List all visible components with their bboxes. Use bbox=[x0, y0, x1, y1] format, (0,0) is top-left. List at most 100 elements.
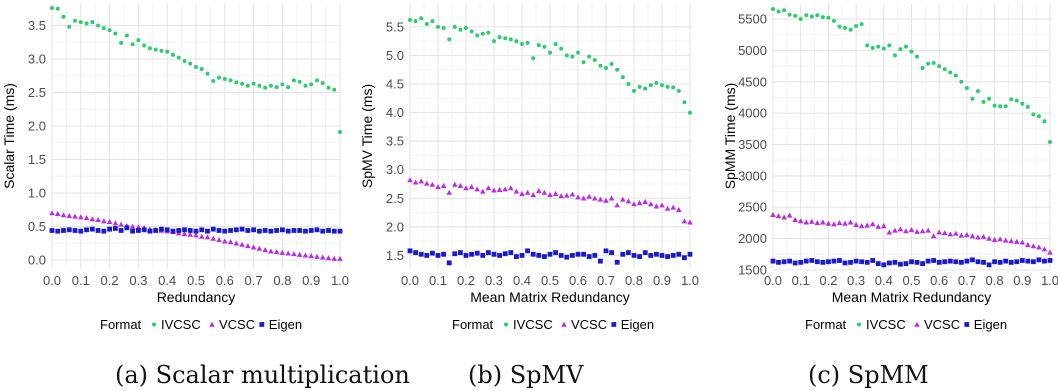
data-point-vcsc bbox=[256, 245, 263, 251]
data-point-vcsc bbox=[969, 233, 976, 239]
data-point-eigen bbox=[222, 228, 228, 234]
x-tick-label: 0.8 bbox=[273, 273, 291, 288]
x-tick-label: 0.6 bbox=[569, 273, 587, 288]
data-point-eigen bbox=[497, 253, 502, 258]
data-point-eigen bbox=[193, 228, 199, 234]
data-point-ivcsc bbox=[424, 22, 429, 26]
data-point-vcsc bbox=[930, 233, 937, 239]
data-point-ivcsc bbox=[268, 83, 273, 88]
y-tick-label: 1.5 bbox=[28, 152, 46, 167]
data-point-ivcsc bbox=[581, 60, 586, 65]
data-point-eigen bbox=[820, 259, 826, 265]
data-point-ivcsc bbox=[632, 88, 636, 93]
data-point-ivcsc bbox=[314, 78, 319, 83]
series-eigen bbox=[770, 257, 1053, 268]
data-point-eigen bbox=[914, 259, 920, 265]
data-point-vcsc bbox=[925, 227, 931, 233]
data-point-vcsc bbox=[49, 210, 55, 216]
data-point-eigen bbox=[519, 253, 525, 258]
data-point-vcsc bbox=[875, 223, 882, 229]
series-vcsc bbox=[770, 211, 1053, 255]
data-point-vcsc bbox=[227, 239, 234, 245]
data-point-vcsc bbox=[552, 190, 559, 196]
data-point-eigen bbox=[676, 251, 682, 257]
data-point-eigen bbox=[986, 262, 992, 268]
x-tick-label: 0.3 bbox=[485, 273, 503, 288]
data-point-vcsc bbox=[881, 223, 887, 229]
data-point-ivcsc bbox=[881, 46, 886, 51]
data-point-eigen bbox=[614, 259, 620, 265]
data-point-eigen bbox=[903, 261, 909, 267]
data-point-vcsc bbox=[681, 218, 688, 224]
data-point-eigen bbox=[480, 253, 486, 258]
data-point-eigen bbox=[280, 227, 285, 233]
data-point-vcsc bbox=[262, 247, 268, 253]
data-point-ivcsc bbox=[865, 43, 870, 48]
data-point-eigen bbox=[1014, 259, 1020, 265]
data-point-ivcsc bbox=[1003, 104, 1008, 109]
y-tick-label: 2.0 bbox=[386, 219, 404, 234]
data-point-eigen bbox=[262, 228, 268, 233]
data-point-ivcsc bbox=[876, 44, 881, 49]
data-point-vcsc bbox=[625, 198, 632, 204]
data-point-ivcsc bbox=[234, 80, 239, 85]
series-ivcsc bbox=[408, 16, 692, 115]
data-point-eigen bbox=[55, 228, 61, 234]
data-point-vcsc bbox=[407, 177, 413, 183]
data-point-eigen bbox=[530, 251, 536, 257]
data-point-ivcsc bbox=[843, 25, 848, 30]
data-point-eigen bbox=[953, 259, 959, 265]
data-point-eigen bbox=[469, 251, 474, 257]
series-eigen bbox=[407, 248, 693, 266]
data-point-ivcsc bbox=[654, 80, 659, 85]
data-point-ivcsc bbox=[660, 83, 664, 88]
data-point-eigen bbox=[141, 227, 147, 233]
data-point-eigen bbox=[925, 258, 931, 264]
data-point-vcsc bbox=[193, 232, 199, 238]
data-point-vcsc bbox=[239, 241, 245, 247]
data-point-ivcsc bbox=[520, 42, 524, 46]
x-tick-label: 0.4 bbox=[875, 273, 893, 288]
data-point-eigen bbox=[909, 259, 914, 265]
data-point-vcsc bbox=[418, 178, 424, 184]
data-point-eigen bbox=[1025, 258, 1031, 264]
data-point-vcsc bbox=[508, 185, 514, 191]
data-point-eigen bbox=[875, 261, 881, 267]
data-point-ivcsc bbox=[570, 54, 575, 59]
data-point-eigen bbox=[239, 226, 245, 232]
data-point-vcsc bbox=[997, 236, 1003, 242]
data-point-ivcsc bbox=[987, 96, 992, 101]
data-point-ivcsc bbox=[61, 14, 66, 19]
y-tick-label: 3.5 bbox=[28, 18, 46, 33]
data-point-vcsc bbox=[72, 213, 78, 219]
data-point-vcsc bbox=[614, 202, 620, 208]
data-point-eigen bbox=[570, 253, 575, 258]
data-point-ivcsc bbox=[159, 48, 164, 53]
data-point-eigen bbox=[859, 259, 865, 265]
data-point-vcsc bbox=[181, 231, 188, 237]
data-point-vcsc bbox=[308, 253, 314, 259]
chart-panel-2: 0.0 0.1 0.2 0.3 0.4 0.5 0.6 0.7 0.8 0.9 1.0 1.5 2.0 2… bbox=[359, 4, 699, 389]
data-point-vcsc bbox=[648, 201, 654, 207]
y-tick-label: 3500 bbox=[738, 137, 767, 152]
data-point-ivcsc bbox=[671, 85, 676, 90]
data-point-vcsc bbox=[83, 214, 90, 220]
data-point-ivcsc bbox=[408, 18, 412, 22]
data-point-ivcsc bbox=[820, 15, 825, 20]
data-point-vcsc bbox=[210, 235, 217, 241]
data-point-eigen bbox=[958, 259, 964, 265]
data-point-eigen bbox=[670, 253, 676, 258]
data-point-vcsc bbox=[797, 218, 804, 224]
data-point-vcsc bbox=[964, 231, 970, 238]
data-point-ivcsc bbox=[280, 82, 285, 87]
data-point-eigen bbox=[251, 227, 256, 233]
x-tick-label: 0.6 bbox=[930, 273, 948, 288]
x-axis-title: Mean Matrix Redundancy bbox=[470, 289, 630, 305]
legend-label-vcsc: VCSC bbox=[924, 317, 960, 332]
data-point-vcsc bbox=[66, 212, 73, 218]
legend-key-eigen bbox=[611, 322, 617, 327]
y-tick-label: 4500 bbox=[738, 74, 767, 89]
data-point-eigen bbox=[61, 228, 66, 233]
data-point-eigen bbox=[992, 259, 997, 265]
data-point-eigen bbox=[291, 228, 297, 233]
